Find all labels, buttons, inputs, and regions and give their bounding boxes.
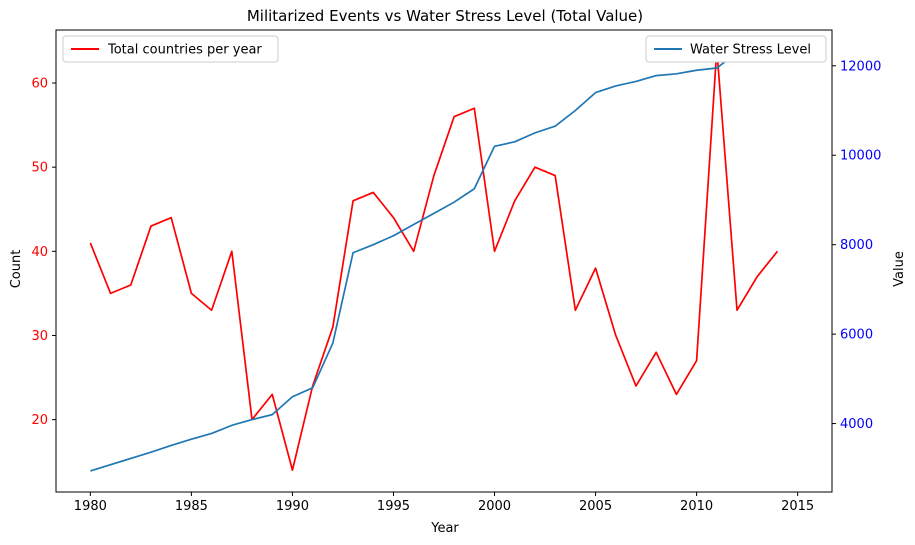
- x-tick-label-2000: 2000: [478, 499, 511, 514]
- left-axis-title: Count: [9, 250, 24, 289]
- right-axis-title: Value: [892, 251, 907, 287]
- x-tick-label-2005: 2005: [579, 499, 612, 514]
- left-y-tick-label-30: 30: [31, 329, 48, 344]
- legend-left: Total countries per year: [62, 35, 279, 63]
- legend-left-box: [62, 35, 279, 63]
- right-y-tick-label-6000: 6000: [840, 328, 873, 343]
- series-line-total-countries: [89, 48, 779, 471]
- left-y-tick-label-60: 60: [31, 77, 48, 92]
- legend-right: Water Stress Level: [645, 35, 827, 63]
- legend-right-box: [645, 35, 827, 63]
- left-y-tick-label-20: 20: [31, 413, 48, 428]
- x-tick-label-1980: 1980: [74, 499, 107, 514]
- right-y-tick-label-8000: 8000: [840, 238, 873, 253]
- x-tick-label-1990: 1990: [276, 499, 309, 514]
- series-line-water-stress: [90, 47, 778, 472]
- right-y-tick-label-12000: 12000: [840, 59, 881, 74]
- legend-left-label: Total countries per year: [107, 43, 262, 58]
- x-tick-label-1985: 1985: [175, 499, 208, 514]
- legend-right-label: Water Stress Level: [690, 43, 811, 58]
- left-y-tick-label-40: 40: [31, 245, 48, 260]
- chart-title: Militarized Events vs Water Stress Level…: [247, 7, 643, 25]
- x-tick-label-2010: 2010: [680, 499, 713, 514]
- left-y-tick-label-50: 50: [31, 161, 48, 176]
- x-axis-title: Year: [430, 521, 459, 536]
- right-y-tick-label-10000: 10000: [840, 149, 881, 164]
- x-tick-label-2015: 2015: [781, 499, 814, 514]
- plot-frame: [55, 29, 833, 493]
- right-y-tick-label-4000: 4000: [840, 417, 873, 432]
- plot-area: 1980 1985 1990 1995 2000 2005 2010 2015 20 30 40 50…: [31, 29, 881, 514]
- x-tick-label-1995: 1995: [377, 499, 410, 514]
